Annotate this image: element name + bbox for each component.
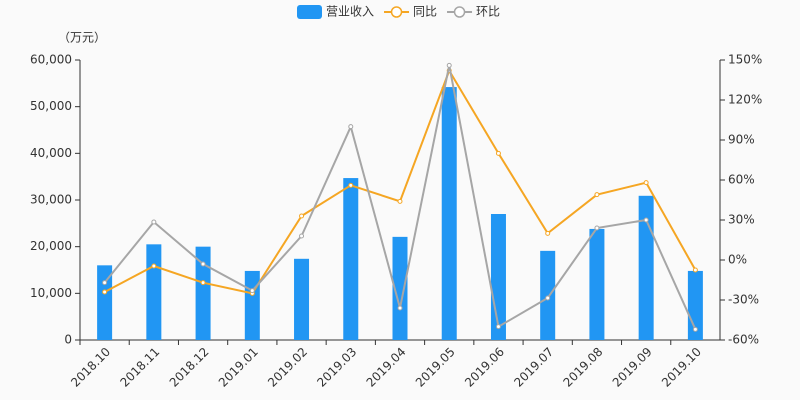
point [545,230,551,236]
bar [146,244,162,340]
bar [343,178,359,340]
y2-tick-label: 120% [728,93,762,107]
legend-swatch [390,6,403,18]
legend-swatch [297,5,322,19]
point [348,182,354,188]
point [200,261,206,267]
x-tick-label: 2019.10 [659,345,704,390]
x-tick-label: 2019.06 [462,345,507,390]
x-tick-label: 2019.09 [610,345,655,390]
legend-label: 同比 [413,5,437,19]
y-tick-label: 20,000 [30,239,72,253]
x-tick-label: 2019.07 [511,345,556,390]
x-tick-label: 2018.11 [117,345,162,390]
point [397,305,403,311]
point [299,233,305,239]
point [692,326,698,332]
y-tick-label: 40,000 [30,146,72,160]
legend-label: 营业收入 [326,5,374,19]
x-tick-label: 2019.08 [561,345,606,390]
x-tick-label: 2019.04 [364,345,409,390]
legend-swatch [453,6,466,18]
point [495,324,501,330]
point [692,267,698,273]
bar [97,265,113,340]
x-tick-label: 2019.02 [265,345,310,390]
y2-tick-label: 60% [728,173,755,187]
legend-item[interactable]: 同比 [384,5,437,19]
point [594,225,600,231]
point [151,219,157,225]
x-tick-label: 2019.05 [413,345,458,390]
point [495,150,501,156]
point [446,62,452,68]
bar [392,236,408,340]
bar [244,270,260,340]
point [102,280,108,286]
point [102,289,108,295]
point [594,192,600,198]
y2-tick-label: -60% [728,333,759,347]
bar [589,228,605,340]
bar [540,250,556,340]
y-tick-label: 30,000 [30,193,72,207]
point [348,124,354,130]
y-tick-label: 60,000 [30,53,72,67]
x-tick-label: 2019.01 [216,345,261,390]
point [151,263,157,269]
unit-label: （万元） [58,31,106,45]
y-tick-label: 50,000 [30,99,72,113]
point [200,280,206,286]
bar [441,87,457,340]
legend-item[interactable]: 环比 [447,5,500,19]
point [643,180,649,186]
bar [195,246,211,340]
y2-tick-label: 150% [728,53,762,67]
x-tick-label: 2018.10 [68,345,113,390]
y-tick-label: 0 [64,333,72,347]
legend-item[interactable]: 营业收入 [297,5,374,20]
bar [638,195,654,340]
x-tick-label: 2019.03 [314,345,359,390]
x-tick-label: 2018.12 [167,345,212,390]
point [249,288,255,294]
legend-label: 环比 [476,5,500,19]
point [299,213,305,219]
bar [294,258,310,340]
y2-tick-label: 0% [728,253,747,267]
point [545,295,551,301]
bar [490,214,506,340]
y2-tick-label: 90% [728,133,755,147]
point [643,217,649,223]
y2-tick-label: 30% [728,213,755,227]
point [397,198,403,204]
y-tick-label: 10,000 [30,286,72,300]
y2-tick-label: -30% [728,293,759,307]
